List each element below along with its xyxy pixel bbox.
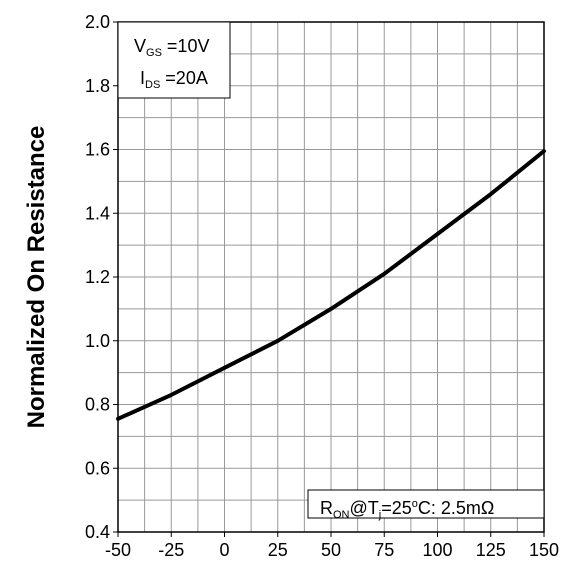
x-tick-label: 125 — [476, 540, 506, 560]
x-tick-label: -50 — [105, 540, 131, 560]
y-axis-label: Normalized On Resistance — [23, 126, 50, 429]
x-tick-label: 0 — [219, 540, 229, 560]
x-tick-label: 100 — [422, 540, 452, 560]
series-line — [116, 149, 546, 421]
vgs-subscript: GS — [146, 47, 162, 59]
conditions-box — [117, 21, 231, 99]
y-tick-label: 1.0 — [85, 331, 110, 351]
grid — [118, 22, 544, 532]
x-tick-label: 50 — [321, 540, 341, 560]
y-tick-label: 2.0 — [85, 12, 110, 32]
x-tick-label: 25 — [268, 540, 288, 560]
tj-subscript: j — [378, 509, 381, 521]
y-tick-label: 0.6 — [85, 458, 110, 478]
condition-vgs: VGS =10V — [134, 36, 209, 59]
y-tick-label: 1.2 — [85, 267, 110, 287]
x-tick-label: 75 — [374, 540, 394, 560]
ids-symbol: I — [140, 68, 145, 88]
y-tick-label: 1.8 — [85, 76, 110, 96]
degree-superscript: o — [412, 498, 418, 510]
ids-subscript: DS — [145, 79, 160, 91]
ron-value: C: 2.5mΩ — [418, 498, 494, 518]
ids-value: =20A — [160, 68, 208, 88]
reference-box — [307, 489, 545, 519]
y-tick-label: 1.6 — [85, 140, 110, 160]
x-tick-label: -25 — [158, 540, 184, 560]
tj-prefix: @T — [350, 498, 379, 518]
series-layer — [116, 149, 546, 421]
vgs-value: =10V — [162, 36, 210, 56]
reference-note: RON@Tj=25oC: 2.5mΩ — [320, 498, 494, 521]
vgs-symbol: V — [134, 36, 146, 56]
y-tick-label: 0.4 — [85, 522, 110, 542]
y-tick-label: 0.8 — [85, 395, 110, 415]
tj-value: =25 — [381, 498, 412, 518]
ron-symbol: R — [320, 498, 333, 518]
ron-subscript: ON — [333, 509, 350, 521]
x-tick-label: 150 — [529, 540, 559, 560]
tick-labels: -50 -25 0 25 50 75 100 125 150 0.4 0.6 0.8 1.0 1.2 1.4… — [85, 12, 559, 560]
condition-ids: IDS =20A — [140, 68, 208, 91]
y-tick-label: 1.4 — [85, 203, 110, 223]
